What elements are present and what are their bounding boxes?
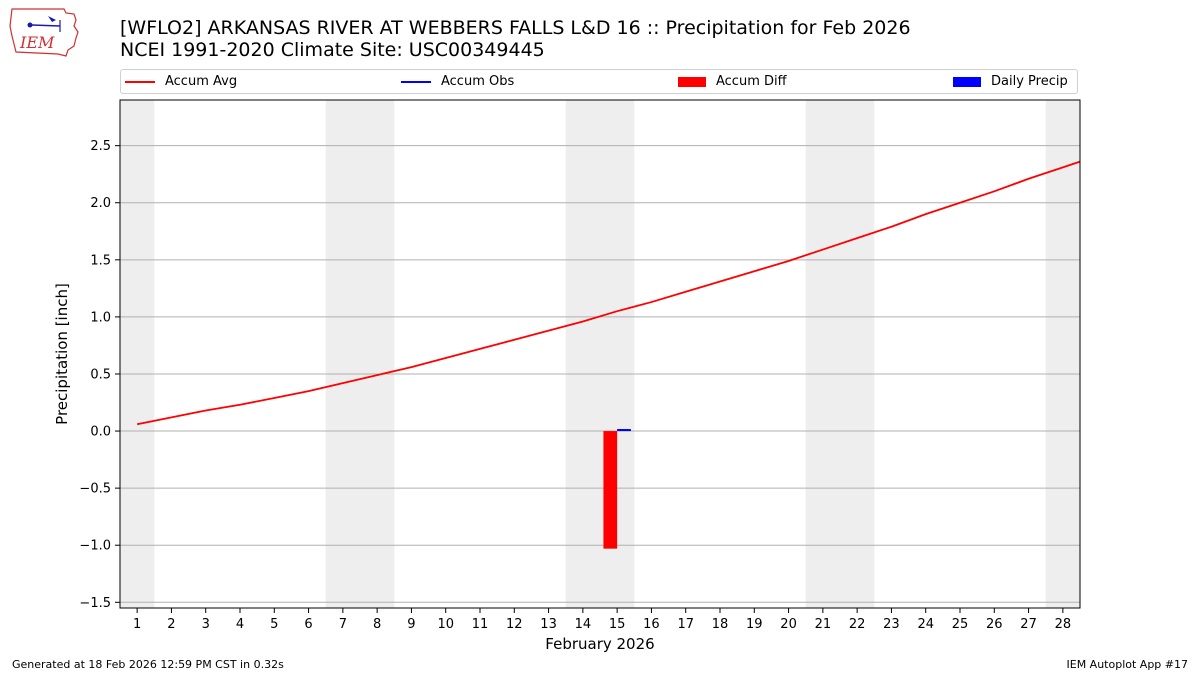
- x-tick-label-19: 20: [780, 617, 797, 632]
- chart-subtitle: NCEI 1991-2020 Climate Site: USC00349445: [120, 39, 545, 61]
- x-tick-label-14: 15: [609, 617, 626, 632]
- chart-title-block: [WFLO2] ARKANSAS RIVER AT WEBBERS FALLS …: [120, 17, 911, 61]
- chart-title: [WFLO2] ARKANSAS RIVER AT WEBBERS FALLS …: [120, 17, 911, 39]
- data-marks-group: [136, 160, 1081, 549]
- x-tick-label-11: 12: [506, 617, 523, 632]
- x-tick-label-6: 7: [339, 617, 347, 632]
- legend-label-accum-obs: Accum Obs: [441, 74, 515, 89]
- x-tick-label-1: 2: [167, 617, 175, 632]
- svg-text:IEM: IEM: [19, 33, 55, 52]
- x-tick-label-13: 14: [575, 617, 592, 632]
- legend-swatch-accum-diff: [678, 76, 706, 87]
- weekend-band-0: [120, 100, 155, 608]
- plot-frame: [119, 99, 1081, 609]
- x-tick-label-16: 17: [677, 617, 694, 632]
- x-tick-label-8: 9: [407, 617, 415, 632]
- x-tick-label-22: 23: [883, 617, 900, 632]
- series-line-accum-avg: [136, 160, 1081, 426]
- x-tick-label-23: 24: [917, 617, 934, 632]
- y-tick-label-7: 2.0: [90, 196, 111, 211]
- weekend-band-2: [565, 100, 635, 608]
- footer-generated: Generated at 18 Feb 2026 12:59 PM CST in…: [12, 658, 284, 671]
- legend-item-accum-avg: Accum Avg: [125, 70, 237, 93]
- gridlines-group: [120, 145, 1080, 603]
- x-tick-label-7: 8: [373, 617, 381, 632]
- x-tick-label-25: 26: [986, 617, 1003, 632]
- footer-app: IEM Autoplot App #17: [1066, 658, 1189, 671]
- weekend-band-3: [805, 100, 875, 608]
- legend-item-accum-diff: Accum Diff: [678, 70, 787, 93]
- bar-daily-precip-0: [617, 429, 631, 432]
- legend-item-daily-precip: Daily Precip: [953, 70, 1068, 93]
- y-tick-label-8: 2.5: [90, 139, 111, 154]
- x-tick-label-21: 22: [849, 617, 866, 632]
- y-tick-label-6: 1.5: [90, 253, 111, 268]
- y-axis-ticks: −1.5 −1.0 −0.5 0.0 0.5 1.0 1.5 2.0 2.5: [79, 139, 120, 611]
- x-tick-label-26: 27: [1020, 617, 1037, 632]
- y-tick-label-3: 0.0: [90, 425, 111, 440]
- x-tick-label-2: 3: [202, 617, 210, 632]
- x-tick-label-4: 5: [270, 617, 278, 632]
- x-tick-label-24: 25: [952, 617, 969, 632]
- legend-swatch-daily-precip: [953, 76, 981, 87]
- legend-label-accum-avg: Accum Avg: [165, 74, 238, 89]
- weekend-shading-group: [120, 100, 1080, 608]
- x-tick-label-20: 21: [815, 617, 832, 632]
- chart-legend: Accum Avg Accum Obs Accum Diff Daily Pre…: [120, 69, 1078, 94]
- bar-accum-diff-0: [603, 431, 618, 549]
- y-tick-label-0: −1.5: [79, 596, 111, 611]
- weekend-band-4: [1045, 100, 1080, 608]
- x-tick-label-18: 19: [746, 617, 763, 632]
- x-tick-label-5: 6: [304, 617, 312, 632]
- iem-logo: IEM: [9, 8, 79, 57]
- y-tick-label-4: 0.5: [90, 367, 111, 382]
- x-tick-label-10: 11: [472, 617, 489, 632]
- x-axis-label: February 2026: [545, 635, 654, 653]
- x-tick-label-3: 4: [236, 617, 244, 632]
- y-axis-label: Precipitation [inch]: [53, 283, 71, 425]
- x-tick-label-9: 10: [437, 617, 454, 632]
- x-tick-label-27: 28: [1055, 617, 1072, 632]
- x-tick-label-12: 13: [540, 617, 557, 632]
- y-tick-label-5: 1.0: [90, 310, 111, 325]
- legend-swatch-accum-obs: [401, 80, 431, 83]
- y-tick-label-1: −1.0: [79, 539, 111, 554]
- legend-label-daily-precip: Daily Precip: [991, 74, 1068, 89]
- x-tick-label-17: 18: [712, 617, 729, 632]
- legend-label-accum-diff: Accum Diff: [716, 74, 787, 89]
- x-tick-label-0: 1: [133, 617, 141, 632]
- legend-swatch-accum-avg: [125, 80, 155, 83]
- y-tick-label-2: −0.5: [79, 482, 111, 497]
- x-tick-label-15: 16: [643, 617, 660, 632]
- weekend-band-1: [325, 100, 395, 608]
- legend-item-accum-obs: Accum Obs: [401, 70, 514, 93]
- x-axis-ticks: 1 2 3 4 5 6 7 8 9 10 11 12 13 14 15 16 17 18 19 20 21 22 23 24 2…: [133, 608, 1071, 632]
